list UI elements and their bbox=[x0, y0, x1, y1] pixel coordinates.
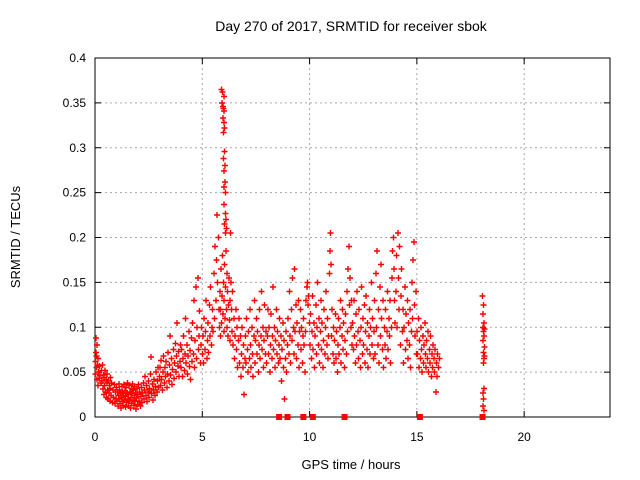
y-tick-labels: 0 0.05 0.1 0.15 0.2 0.25 0.3 0.35 0.4 bbox=[63, 51, 87, 424]
zero-square-marker bbox=[309, 414, 316, 420]
chart-title: Day 270 of 2017, SRMTID for receiver sbo… bbox=[215, 18, 488, 34]
zero-square-marker bbox=[341, 414, 348, 420]
data-series-srmtid bbox=[92, 86, 488, 414]
y-tick-label: 0 bbox=[79, 410, 86, 424]
x-tick-label: 15 bbox=[410, 430, 424, 444]
zero-value-square-markers bbox=[276, 414, 486, 420]
x-tick-label: 10 bbox=[303, 430, 317, 444]
x-tick-label: 5 bbox=[199, 430, 206, 444]
y-tick-label: 0.1 bbox=[69, 320, 86, 334]
y-tick-label: 0.3 bbox=[69, 141, 86, 155]
zero-square-marker bbox=[276, 414, 283, 420]
y-tick-label: 0.2 bbox=[69, 231, 86, 245]
zero-square-marker bbox=[479, 414, 486, 420]
x-axis-label: GPS time / hours bbox=[302, 457, 401, 472]
y-tick-label: 0.35 bbox=[63, 96, 87, 110]
y-tick-label: 0.25 bbox=[63, 186, 87, 200]
y-axis-label: SRMTID / TECUs bbox=[8, 185, 23, 288]
plot-border bbox=[94, 57, 611, 418]
scatter-points bbox=[92, 86, 488, 414]
zero-square-marker bbox=[284, 414, 291, 420]
x-tick-label: 0 bbox=[92, 430, 99, 444]
zero-square-marker bbox=[416, 414, 423, 420]
y-tick-label: 0.4 bbox=[69, 51, 86, 65]
x-tick-label: 20 bbox=[517, 430, 531, 444]
gridlines bbox=[95, 58, 610, 417]
zero-square-marker bbox=[300, 414, 307, 420]
y-tick-label: 0.15 bbox=[63, 275, 87, 289]
y-tick-label: 0.05 bbox=[63, 365, 87, 379]
x-tick-labels: 0 5 10 15 20 bbox=[92, 430, 532, 444]
